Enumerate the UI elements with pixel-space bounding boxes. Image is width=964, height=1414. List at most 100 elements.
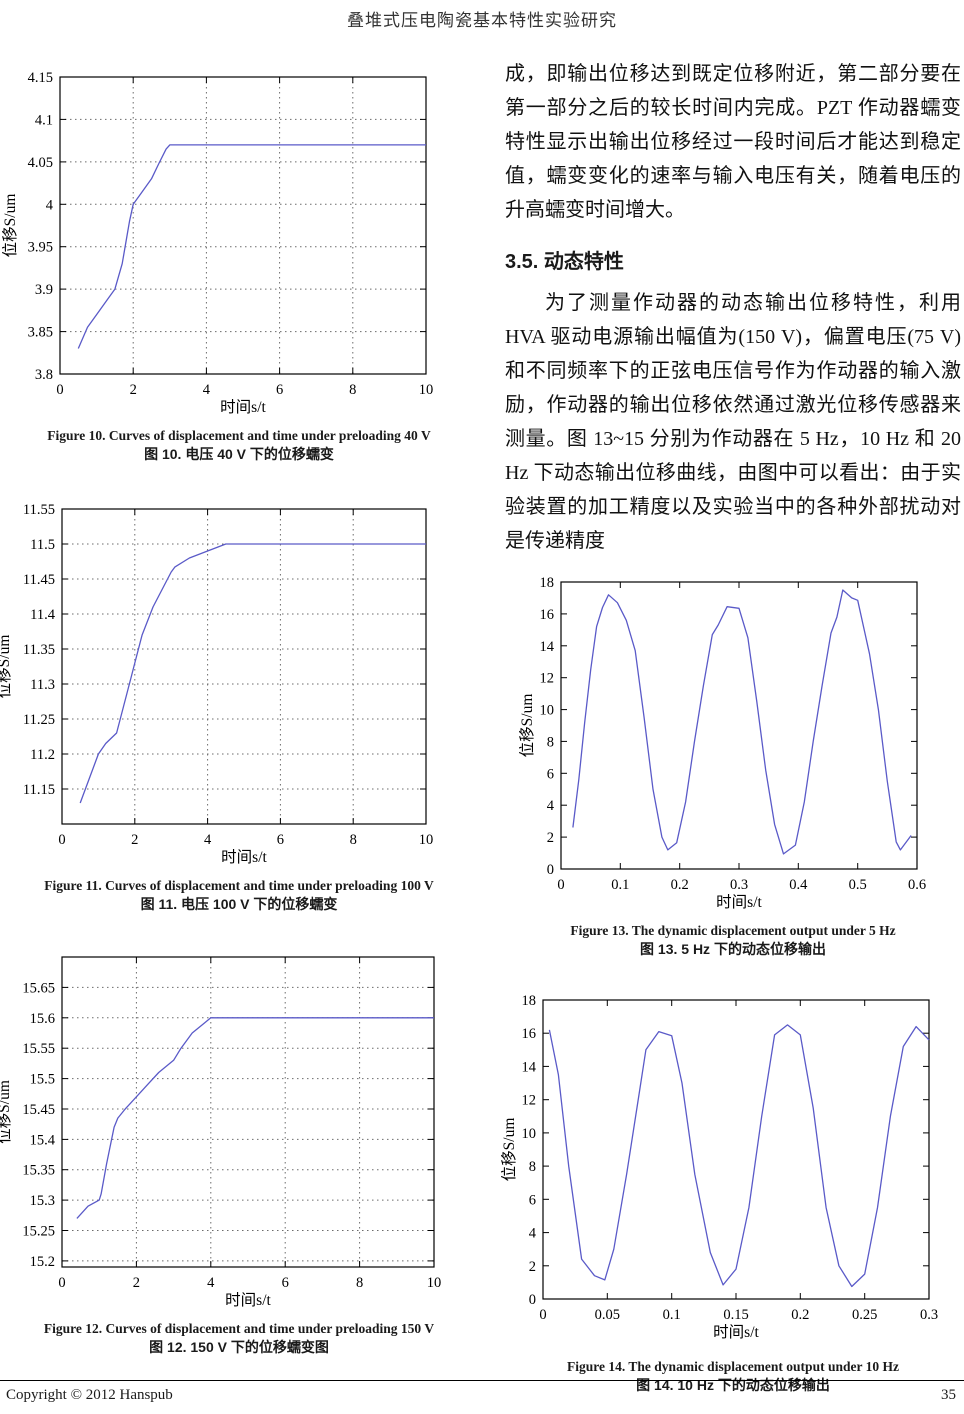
svg-text:11.35: 11.35 — [23, 642, 55, 658]
svg-text:15.2: 15.2 — [30, 1254, 55, 1270]
figure-10-chart: 0 2 4 6 8 10 3.8 3.85 3.9 3.95 4 4.05 4.1 4.15 时间s/t 位移… — [1, 67, 446, 420]
svg-text:8: 8 — [350, 832, 357, 848]
svg-text:10: 10 — [419, 832, 434, 848]
svg-text:6: 6 — [277, 832, 284, 848]
figure-11-caption: Figure 11. Curves of displacement and ti… — [8, 876, 470, 915]
svg-text:12: 12 — [540, 671, 555, 687]
svg-text:位移S/um: 位移S/um — [0, 1080, 13, 1144]
svg-text:14: 14 — [540, 639, 555, 655]
svg-text:15.4: 15.4 — [30, 1132, 56, 1148]
svg-text:0: 0 — [539, 1307, 546, 1323]
figure-11: 0 2 4 6 8 10 11.15 11.2 11.25 11.3 11.35 11.4 11.45 1… — [0, 499, 470, 915]
svg-text:4: 4 — [529, 1226, 537, 1242]
svg-text:15.45: 15.45 — [22, 1102, 55, 1118]
figure-10-caption: Figure 10. Curves of displacement and ti… — [8, 426, 470, 465]
page-footer: Copyright © 2012 Hanspub 35 — [0, 1380, 964, 1404]
svg-text:11.55: 11.55 — [23, 502, 55, 518]
svg-text:0: 0 — [58, 1275, 65, 1291]
svg-text:15.35: 15.35 — [22, 1163, 55, 1179]
footer-page-number: 35 — [941, 1387, 956, 1403]
svg-text:14: 14 — [522, 1059, 537, 1075]
figure-14-chart: 0 0.05 0.1 0.15 0.2 0.25 0.3 0 2 4 6 8 10 12 14 16 18 时间s… — [500, 990, 949, 1345]
figure-11-chart: 0 2 4 6 8 10 11.15 11.2 11.25 11.3 11.35 11.4 11.45 1… — [0, 499, 446, 870]
svg-text:15.65: 15.65 — [22, 980, 55, 996]
svg-text:10: 10 — [419, 382, 434, 398]
svg-text:11.25: 11.25 — [23, 712, 55, 728]
svg-text:4.15: 4.15 — [28, 70, 53, 86]
svg-text:8: 8 — [349, 382, 356, 398]
svg-text:4: 4 — [204, 832, 212, 848]
svg-text:0.05: 0.05 — [595, 1307, 620, 1323]
svg-text:6: 6 — [547, 766, 554, 782]
svg-text:0: 0 — [58, 832, 65, 848]
figure-14-caption-en: Figure 14. The dynamic displacement outp… — [567, 1359, 899, 1375]
svg-text:位移S/um: 位移S/um — [501, 1118, 518, 1182]
svg-text:11.3: 11.3 — [30, 677, 55, 693]
svg-text:11.15: 11.15 — [23, 782, 55, 798]
svg-text:15.55: 15.55 — [22, 1041, 55, 1057]
svg-text:11.4: 11.4 — [30, 607, 56, 623]
svg-text:6: 6 — [282, 1275, 289, 1291]
svg-text:4.05: 4.05 — [28, 155, 53, 171]
svg-text:10: 10 — [427, 1275, 442, 1291]
svg-text:15.3: 15.3 — [30, 1193, 55, 1209]
figure-13-caption-en: Figure 13. The dynamic displacement outp… — [570, 923, 896, 938]
figure-12-caption-en: Figure 12. Curves of displacement and ti… — [43, 1321, 435, 1337]
svg-text:0.4: 0.4 — [789, 877, 808, 893]
section-heading-dynamic-characteristics: 3.5. 动态特性 — [505, 251, 624, 273]
figure-13: 0 0.1 0.2 0.3 0.4 0.5 0.6 0 2 4 6 8 10 12 14 16 18 时间s/t 位… — [505, 572, 961, 960]
svg-text:2: 2 — [130, 382, 137, 398]
svg-text:16: 16 — [522, 1026, 537, 1042]
figure-12-caption-zh: 图 12. 150 V 下的位移蠕变图 — [149, 1339, 329, 1356]
svg-text:0: 0 — [547, 862, 554, 878]
figure-10-caption-zh: 图 10. 电压 40 V 下的位移蠕变 — [144, 446, 334, 463]
svg-text:位移S/um: 位移S/um — [2, 194, 19, 258]
figure-12-caption: Figure 12. Curves of displacement and ti… — [8, 1319, 470, 1358]
figure-14: 0 0.05 0.1 0.15 0.2 0.25 0.3 0 2 4 6 8 10 12 14 16 18 时间s… — [500, 990, 961, 1396]
figure-10: 0 2 4 6 8 10 3.8 3.85 3.9 3.95 4 4.05 4.1 4.15 时间s/t 位移… — [1, 67, 470, 465]
svg-text:时间s/t: 时间s/t — [225, 1291, 271, 1309]
svg-text:10: 10 — [522, 1126, 537, 1142]
svg-text:2: 2 — [529, 1259, 536, 1275]
svg-text:位移S/um: 位移S/um — [519, 694, 536, 758]
svg-text:6: 6 — [276, 382, 283, 398]
svg-text:时间s/t: 时间s/t — [221, 848, 267, 866]
figure-13-caption: Figure 13. The dynamic displacement outp… — [505, 921, 961, 960]
svg-text:2: 2 — [131, 832, 138, 848]
svg-text:位移S/um: 位移S/um — [0, 635, 13, 699]
svg-text:0.5: 0.5 — [849, 877, 867, 893]
svg-text:0.3: 0.3 — [920, 1307, 938, 1323]
svg-text:8: 8 — [547, 734, 554, 750]
paragraph-dynamic-measurement: 为了测量作动器的动态输出位移特性，利用 HVA 驱动电源输出幅值为(150 V)… — [505, 292, 961, 552]
svg-text:0: 0 — [56, 382, 63, 398]
figure-14-caption-zh: 图 14. 10 Hz 下的动态位移输出 — [636, 1377, 830, 1394]
svg-text:12: 12 — [522, 1093, 537, 1109]
figure-14-caption: Figure 14. The dynamic displacement outp… — [505, 1357, 961, 1396]
svg-text:0.6: 0.6 — [908, 877, 926, 893]
figure-12-chart: 0 2 4 6 8 10 15.2 15.25 15.3 15.35 15.4 15.45 15.5 15… — [0, 947, 454, 1313]
svg-text:0.3: 0.3 — [730, 877, 748, 893]
svg-text:10: 10 — [540, 703, 555, 719]
svg-text:0: 0 — [529, 1292, 536, 1308]
svg-text:2: 2 — [133, 1275, 140, 1291]
svg-text:0.1: 0.1 — [663, 1307, 681, 1323]
svg-text:3.8: 3.8 — [35, 367, 53, 383]
right-column: 成，即输出位移达到既定位移附近，第二部分要在第一部分之后的较长时间内完成。PZT… — [500, 57, 961, 1396]
svg-text:0.25: 0.25 — [852, 1307, 877, 1323]
svg-text:4: 4 — [547, 798, 555, 814]
svg-text:0.2: 0.2 — [791, 1307, 809, 1323]
svg-text:4: 4 — [46, 197, 54, 213]
svg-text:时间s/t: 时间s/t — [713, 1323, 759, 1341]
svg-text:8: 8 — [356, 1275, 363, 1291]
page-body: 0 2 4 6 8 10 3.8 3.85 3.9 3.95 4 4.05 4.1 4.15 时间s/t 位移… — [0, 57, 964, 1396]
svg-text:4: 4 — [203, 382, 211, 398]
figure-13-caption-zh: 图 13. 5 Hz 下的动态位移输出 — [640, 941, 826, 958]
svg-text:6: 6 — [529, 1192, 536, 1208]
figure-13-chart: 0 0.1 0.2 0.3 0.4 0.5 0.6 0 2 4 6 8 10 12 14 16 18 时间s/t 位… — [518, 572, 937, 915]
svg-text:0.1: 0.1 — [611, 877, 629, 893]
svg-text:4: 4 — [207, 1275, 215, 1291]
svg-text:15.6: 15.6 — [30, 1011, 55, 1027]
svg-text:18: 18 — [522, 993, 537, 1009]
figure-12: 0 2 4 6 8 10 15.2 15.25 15.3 15.35 15.4 15.45 15.5 15… — [0, 947, 470, 1358]
svg-text:15.5: 15.5 — [30, 1072, 55, 1088]
